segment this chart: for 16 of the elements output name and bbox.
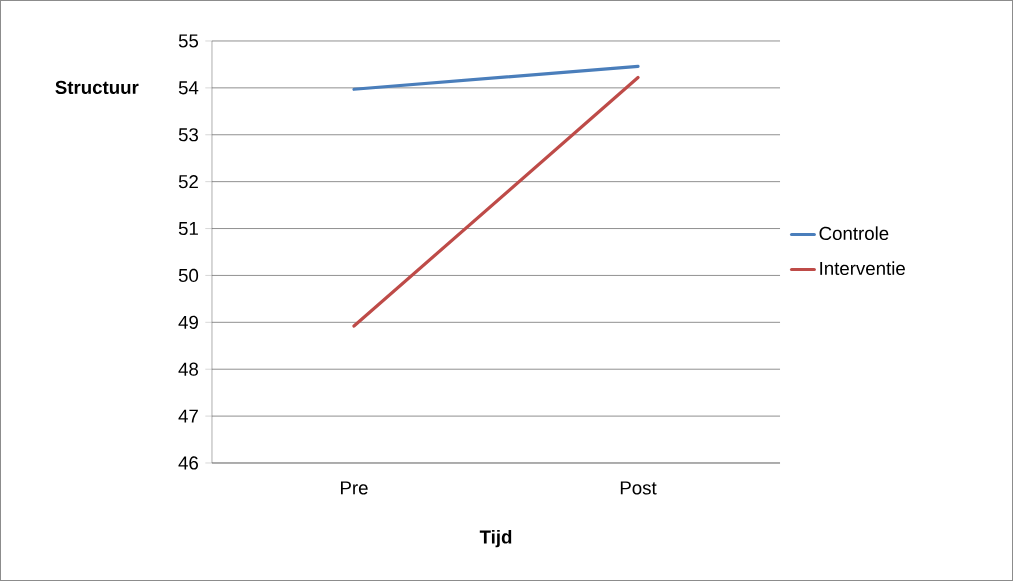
y-axis-title: Structuur xyxy=(55,80,139,95)
y-tick-label: 54 xyxy=(178,81,199,95)
x-tick-label: Post xyxy=(620,481,657,495)
y-tick-label: 50 xyxy=(178,268,199,283)
x-tick-label: Pre xyxy=(340,481,368,495)
y-tick-label: 52 xyxy=(178,175,198,189)
y-tick-label: 55 xyxy=(178,34,199,48)
y-tick-label: 47 xyxy=(178,409,198,423)
legend-label: Interventie xyxy=(820,261,905,276)
y-tick-label: 46 xyxy=(178,456,198,470)
y-tick-label: 53 xyxy=(178,128,198,142)
y-tick-label: 51 xyxy=(178,222,198,236)
y-tick-label: 49 xyxy=(178,315,198,329)
x-axis-title: Tijd xyxy=(479,529,512,548)
y-tick-label: 48 xyxy=(178,362,199,376)
legend-label: Controle xyxy=(819,226,889,241)
